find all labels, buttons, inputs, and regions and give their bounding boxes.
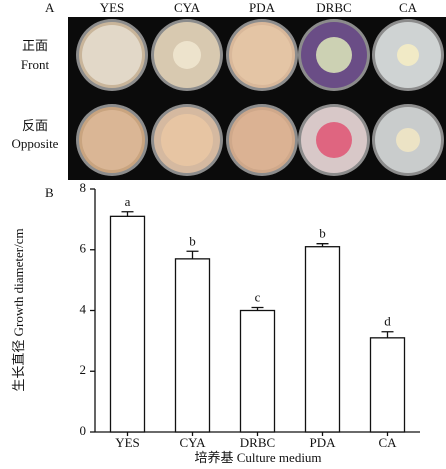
column-label: DRBC bbox=[316, 0, 351, 15]
significance-label: d bbox=[384, 314, 391, 329]
y-axis-label: 生长直径 Growth diameter/cm bbox=[11, 228, 26, 391]
colony bbox=[316, 122, 352, 158]
error-bar bbox=[121, 211, 134, 217]
colony bbox=[232, 25, 292, 85]
y-tick-label: 6 bbox=[80, 241, 87, 256]
bar bbox=[369, 337, 406, 433]
bar bbox=[109, 215, 146, 433]
bar bbox=[174, 258, 211, 433]
column-label: YES bbox=[100, 0, 125, 15]
significance-label: b bbox=[319, 226, 326, 241]
y-tick-label: 0 bbox=[80, 423, 87, 438]
error-bar bbox=[251, 306, 264, 311]
significance-label: a bbox=[125, 194, 131, 209]
x-tick-label: DRBC bbox=[240, 435, 275, 450]
colony bbox=[82, 110, 142, 170]
row-label: Front bbox=[21, 57, 50, 72]
error-bar bbox=[316, 243, 329, 247]
column-label: PDA bbox=[249, 0, 276, 15]
column-label: CA bbox=[399, 0, 418, 15]
x-tick-label: PDA bbox=[309, 435, 336, 450]
y-tick-label: 4 bbox=[80, 301, 87, 316]
panel-label: B bbox=[45, 185, 54, 200]
panel-label: A bbox=[45, 0, 55, 15]
colony bbox=[161, 114, 213, 166]
significance-label: b bbox=[189, 233, 196, 248]
colony bbox=[232, 110, 292, 170]
column-label: CYA bbox=[174, 0, 201, 15]
colony bbox=[82, 25, 142, 85]
error-bar bbox=[381, 331, 394, 338]
colony bbox=[396, 128, 420, 152]
x-axis-label: 培养基 Culture medium bbox=[194, 450, 321, 465]
bar bbox=[304, 246, 341, 433]
bar bbox=[239, 309, 276, 433]
significance-label: c bbox=[255, 289, 261, 304]
colony bbox=[173, 41, 201, 69]
x-tick-label: YES bbox=[115, 435, 140, 450]
x-tick-label: CYA bbox=[179, 435, 206, 450]
x-tick-label: CA bbox=[378, 435, 397, 450]
row-label: Opposite bbox=[12, 136, 59, 151]
row-label: 反面 bbox=[22, 118, 48, 133]
y-tick-label: 2 bbox=[80, 362, 87, 377]
error-bar bbox=[186, 250, 199, 259]
colony bbox=[316, 37, 352, 73]
row-label: 正面 bbox=[22, 38, 48, 53]
y-tick-label: 8 bbox=[80, 180, 87, 195]
colony bbox=[397, 44, 419, 66]
